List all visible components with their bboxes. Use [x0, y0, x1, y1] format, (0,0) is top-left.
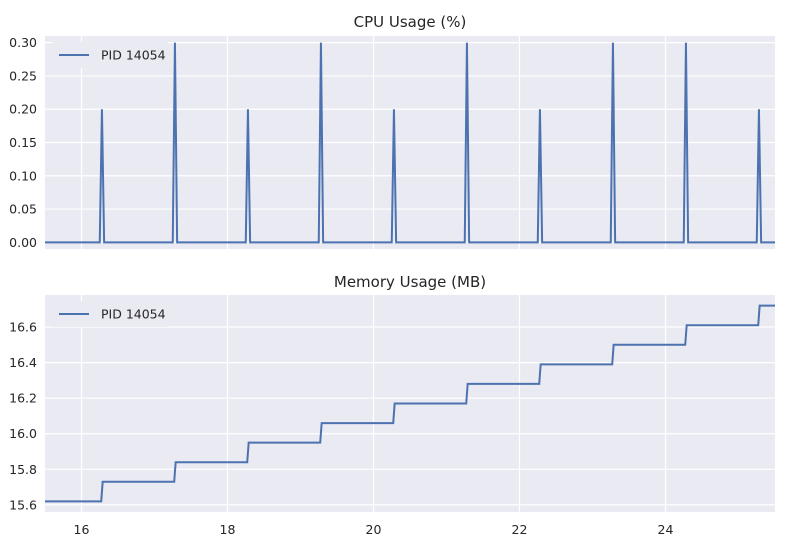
gridlines — [45, 295, 775, 512]
cpu-usage-chart: 0.00 0.05 0.10 0.15 0.20 0.25 0.30 CPU Usage (%… — [9, 13, 775, 250]
memory-usage-chart: 15.6 15.8 16.0 16.2 16.4 16.6 16 18 20 22 24 Memory… — [9, 273, 775, 537]
legend-label: PID 14054 — [101, 307, 166, 322]
y-tick-label: 0.05 — [9, 202, 37, 217]
x-tick-label: 18 — [220, 522, 236, 537]
y-tick-label: 0.10 — [9, 168, 37, 183]
y-tick-label: 0.15 — [9, 135, 37, 150]
y-tick-label: 15.8 — [9, 462, 37, 477]
y-tick-label: 16.4 — [9, 355, 37, 370]
y-tick-label: 0.30 — [9, 35, 37, 50]
gridlines — [45, 36, 775, 249]
x-tick-label: 16 — [74, 522, 90, 537]
y-tick-label: 16.0 — [9, 426, 37, 441]
y-tick-label: 16.2 — [9, 391, 37, 406]
series-line-pid-14054 — [45, 42, 775, 244]
y-tick-label: 0.00 — [9, 235, 37, 250]
y-tick-label: 15.6 — [9, 497, 37, 512]
y-tick-label: 16.6 — [9, 320, 37, 335]
legend-box — [51, 301, 169, 327]
legend: PID 14054 — [51, 42, 169, 68]
series-line-pid-14054 — [45, 304, 775, 503]
x-tick-label: 22 — [512, 522, 528, 537]
legend-box — [51, 42, 169, 68]
chart-title: Memory Usage (MB) — [334, 273, 486, 291]
legend-label: PID 14054 — [101, 48, 166, 63]
chart-title: CPU Usage (%) — [354, 13, 467, 31]
x-tick-label: 20 — [366, 522, 382, 537]
legend: PID 14054 — [51, 301, 169, 327]
y-tick-label: 0.25 — [9, 68, 37, 83]
x-tick-label: 24 — [658, 522, 674, 537]
y-tick-label: 0.20 — [9, 102, 37, 117]
